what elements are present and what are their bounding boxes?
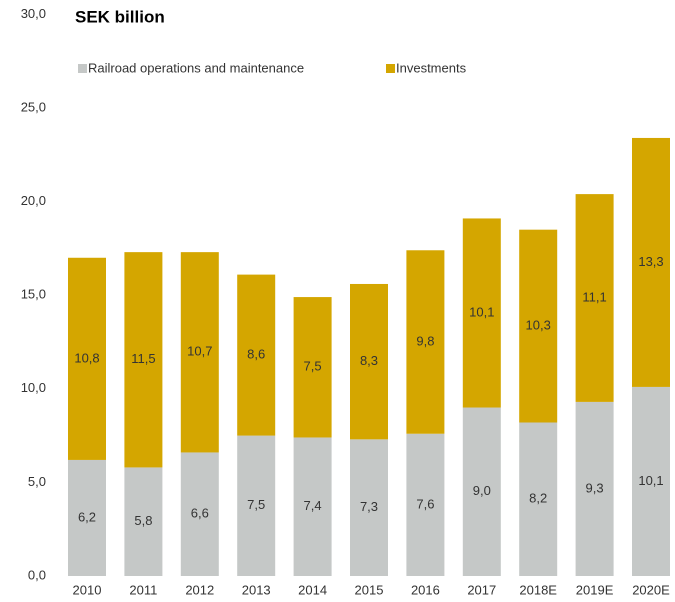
bar-segment bbox=[462, 218, 501, 408]
value-label: 10,1 bbox=[469, 304, 494, 319]
x-tick-label: 2019E bbox=[576, 582, 614, 597]
bar-segment bbox=[68, 459, 106, 576]
y-tick-label: 10,0 bbox=[21, 380, 46, 395]
value-label: 9,0 bbox=[473, 483, 491, 498]
bar-segment bbox=[124, 252, 163, 468]
value-label: 9,8 bbox=[416, 333, 434, 348]
bar-segment bbox=[293, 297, 332, 438]
bar-segment bbox=[632, 137, 670, 387]
value-label: 10,3 bbox=[526, 318, 551, 333]
bar-segment bbox=[575, 194, 614, 402]
bar-segment bbox=[237, 435, 276, 576]
x-tick-label: 2020E bbox=[632, 582, 670, 597]
value-label: 6,2 bbox=[78, 509, 96, 524]
bar-segment bbox=[124, 467, 163, 576]
x-tick-label: 2012 bbox=[185, 582, 214, 597]
bar-segment bbox=[237, 274, 276, 436]
y-tick-label: 25,0 bbox=[21, 99, 46, 114]
bar-segment bbox=[575, 401, 614, 576]
value-label: 6,6 bbox=[191, 506, 209, 521]
value-label: 5,8 bbox=[134, 513, 152, 528]
bar-segment bbox=[350, 439, 388, 576]
x-tick-label: 2018E bbox=[519, 582, 557, 597]
value-label: 7,6 bbox=[416, 496, 434, 511]
y-tick-label: 0,0 bbox=[28, 567, 46, 582]
x-tick-label: 2017 bbox=[467, 582, 496, 597]
bar-segment bbox=[632, 386, 670, 576]
x-tick-label: 2014 bbox=[298, 582, 327, 597]
value-label: 8,3 bbox=[360, 353, 378, 368]
y-tick-label: 30,0 bbox=[21, 6, 46, 21]
value-label: 9,3 bbox=[586, 480, 604, 495]
y-tick-label: 20,0 bbox=[21, 193, 46, 208]
bar-segment bbox=[519, 229, 558, 423]
x-tick-label: 2013 bbox=[242, 582, 271, 597]
bar-segment bbox=[68, 257, 106, 460]
value-label: 7,5 bbox=[304, 359, 322, 374]
value-label: 8,2 bbox=[529, 491, 547, 506]
chart-title: SEK billion bbox=[75, 7, 165, 26]
bar-segment bbox=[406, 433, 445, 576]
value-label: 7,4 bbox=[304, 498, 322, 513]
x-tick-label: 2010 bbox=[73, 582, 102, 597]
value-label: 10,7 bbox=[187, 344, 212, 359]
bar-segment bbox=[350, 283, 388, 440]
x-tick-label: 2015 bbox=[355, 582, 384, 597]
bar-segment bbox=[180, 252, 219, 453]
value-label: 11,1 bbox=[582, 289, 606, 304]
value-label: 11,5 bbox=[131, 351, 155, 366]
y-tick-label: 15,0 bbox=[21, 287, 46, 302]
bar-segment bbox=[406, 250, 445, 434]
bar-segment bbox=[180, 452, 219, 576]
value-label: 10,8 bbox=[74, 350, 99, 365]
bar-segment bbox=[462, 407, 501, 576]
legend-swatch bbox=[386, 64, 395, 73]
value-label: 7,3 bbox=[360, 499, 378, 514]
legend-label: Railroad operations and maintenance bbox=[88, 60, 304, 75]
x-tick-label: 2011 bbox=[129, 582, 157, 597]
value-label: 10,1 bbox=[638, 473, 663, 488]
value-label: 8,6 bbox=[247, 347, 265, 362]
value-label: 13,3 bbox=[638, 254, 663, 269]
x-tick-label: 2016 bbox=[411, 582, 440, 597]
bar-segment bbox=[519, 422, 558, 576]
legend-swatch bbox=[78, 64, 87, 73]
value-label: 7,5 bbox=[247, 497, 265, 512]
legend-label: Investments bbox=[396, 60, 467, 75]
bar-segment bbox=[293, 437, 332, 576]
y-tick-label: 5,0 bbox=[28, 474, 46, 489]
